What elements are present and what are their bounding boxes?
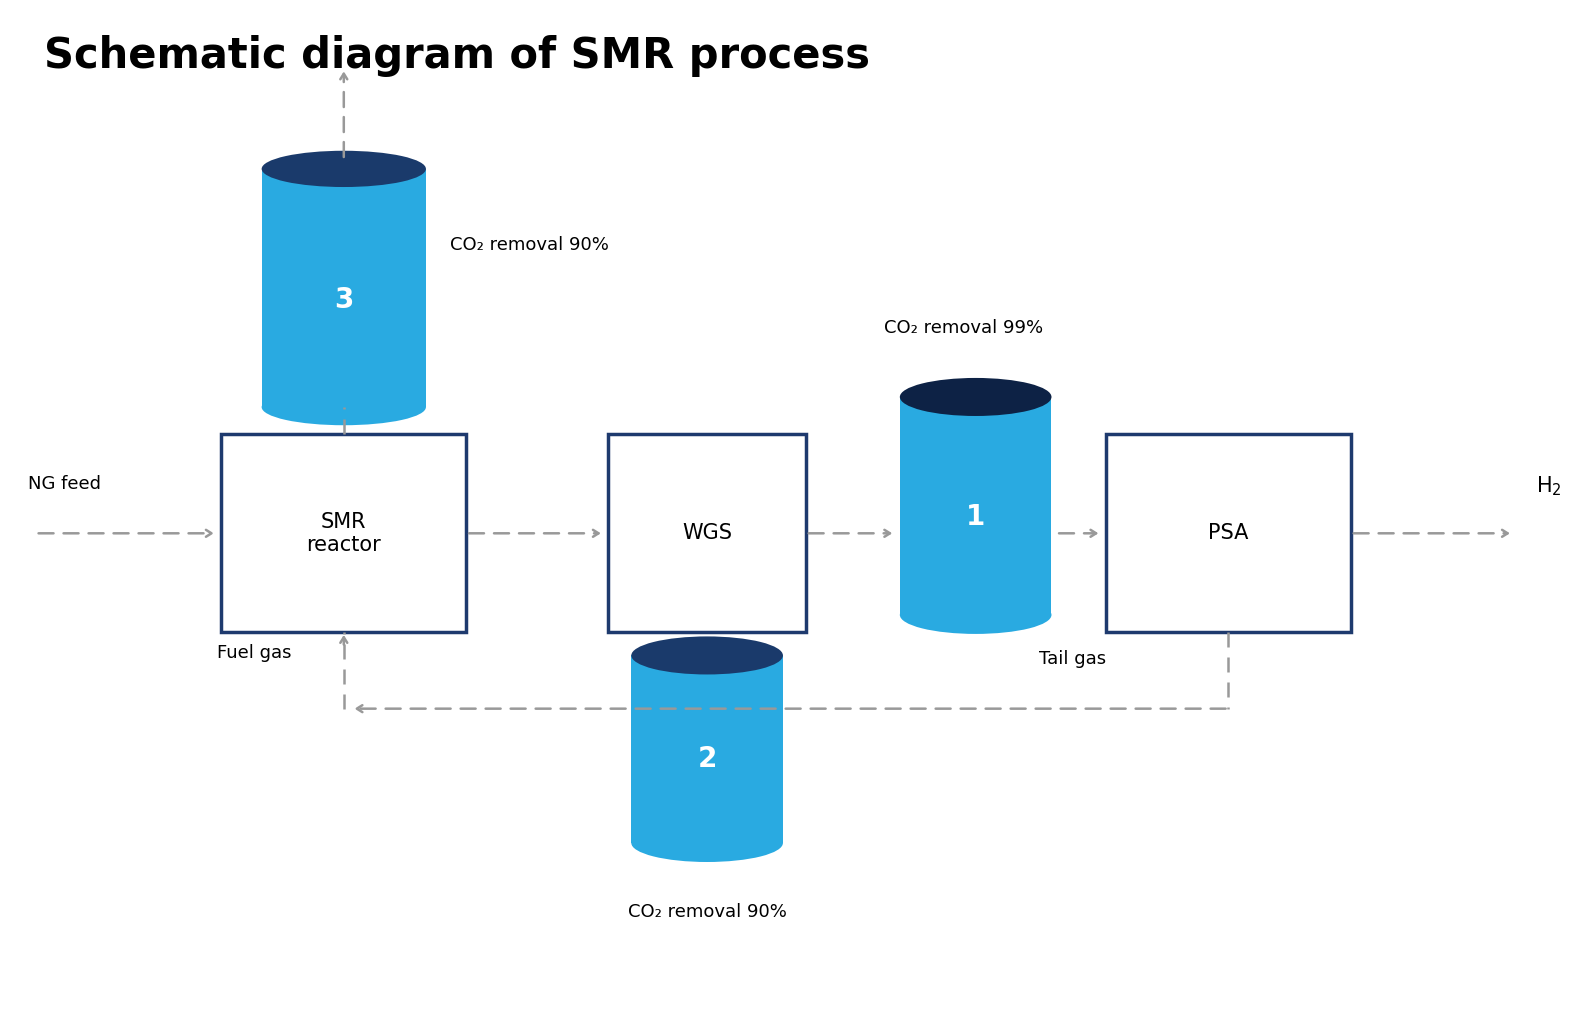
Ellipse shape xyxy=(262,389,426,425)
Bar xyxy=(262,169,426,407)
Bar xyxy=(221,434,467,633)
Text: H$_2$: H$_2$ xyxy=(1537,474,1563,498)
Bar xyxy=(1105,434,1351,633)
Ellipse shape xyxy=(632,824,783,862)
Text: PSA: PSA xyxy=(1208,523,1248,544)
Text: CO₂ removal 90%: CO₂ removal 90% xyxy=(449,236,608,254)
Text: 2: 2 xyxy=(697,745,716,773)
Ellipse shape xyxy=(262,151,426,187)
Text: Schematic diagram of SMR process: Schematic diagram of SMR process xyxy=(43,35,870,77)
Text: 3: 3 xyxy=(333,286,354,314)
Ellipse shape xyxy=(900,596,1051,634)
Bar xyxy=(632,655,783,843)
Text: Fuel gas: Fuel gas xyxy=(218,644,292,662)
Text: WGS: WGS xyxy=(683,523,732,544)
Text: SMR
reactor: SMR reactor xyxy=(306,512,381,555)
Text: CO₂ removal 99%: CO₂ removal 99% xyxy=(885,320,1043,337)
Text: 1: 1 xyxy=(966,503,985,530)
Text: CO₂ removal 90%: CO₂ removal 90% xyxy=(627,902,786,921)
Bar xyxy=(608,434,805,633)
Ellipse shape xyxy=(632,637,783,675)
Bar xyxy=(900,397,1051,615)
Text: NG feed: NG feed xyxy=(29,475,102,493)
Text: Tail gas: Tail gas xyxy=(1039,650,1105,668)
Ellipse shape xyxy=(900,378,1051,416)
